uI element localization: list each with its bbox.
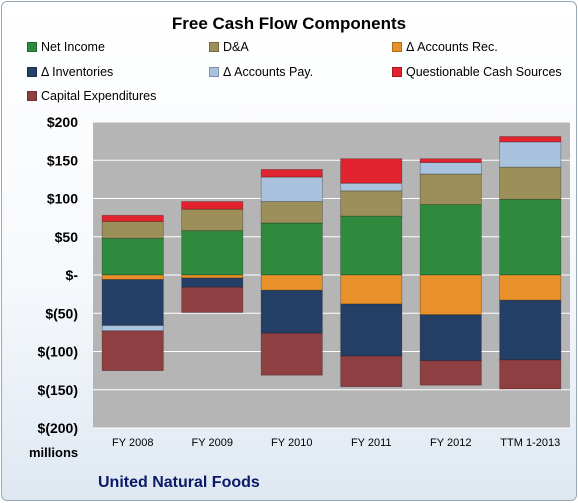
legend-label: Net Income <box>41 40 105 54</box>
y-tick-label: $100 <box>47 191 78 207</box>
bar-segment <box>340 158 403 184</box>
bar-segment <box>101 274 164 280</box>
y-tick-label: $50 <box>55 229 79 245</box>
legend-item-questionable-cash: Questionable Cash Sources <box>392 65 562 79</box>
bar-segment <box>499 359 562 390</box>
bar-segment <box>499 299 562 361</box>
bar-segment <box>181 208 244 232</box>
bar-segment <box>181 274 244 279</box>
bar-segment <box>340 355 403 388</box>
x-tick-label: FY 2008 <box>112 437 153 449</box>
legend-swatch <box>27 67 37 77</box>
x-tick-label: FY 2010 <box>271 437 312 449</box>
y-tick-label: $(150) <box>38 382 78 398</box>
y-tick-label: $(100) <box>38 344 78 360</box>
legend-label: Questionable Cash Sources <box>406 65 562 79</box>
bar-segment <box>260 201 323 224</box>
y-tick-label: $(200) <box>38 420 78 436</box>
bar-segment <box>499 166 562 200</box>
legend-label: Δ Inventories <box>41 65 114 79</box>
bar-segment <box>419 360 482 386</box>
bar-segment <box>499 198 562 276</box>
bar-segment <box>181 230 244 276</box>
legend-label: D&A <box>223 40 249 54</box>
y-tick-label: $200 <box>47 114 78 130</box>
y-tick-label: $150 <box>47 152 78 168</box>
legend-swatch <box>392 67 402 77</box>
bar-segment <box>499 141 562 168</box>
x-tick-label: FY 2012 <box>430 437 471 449</box>
legend-item-capex: Capital Expenditures <box>27 89 156 103</box>
bar-segment <box>101 325 164 332</box>
legend-swatch <box>27 91 37 101</box>
bar-segment <box>101 279 164 326</box>
x-tick-label: FY 2009 <box>192 437 233 449</box>
bar-segment <box>419 204 482 276</box>
y-tick-label: $- <box>66 267 79 283</box>
legend-item-accounts-pay: Δ Accounts Pay. <box>209 65 313 79</box>
legend-label: Capital Expenditures <box>41 89 157 103</box>
legend-swatch <box>209 42 219 52</box>
legend-swatch <box>27 42 37 52</box>
bar-segment <box>260 289 323 334</box>
bar-segment <box>260 176 323 202</box>
bar-segment <box>419 162 482 175</box>
bar-segment <box>260 169 323 178</box>
bar-segment <box>101 237 164 276</box>
bar-segment <box>101 214 164 222</box>
units-label: millions <box>29 445 79 460</box>
bar-segment <box>101 221 164 239</box>
bar-segment <box>101 330 164 372</box>
company-name: United Natural Foods <box>98 474 260 491</box>
bar-segment <box>340 215 403 276</box>
bar-segment <box>340 303 403 357</box>
bar-segment <box>499 136 562 143</box>
bar-segment <box>419 314 482 362</box>
legend-item-da: D&A <box>209 40 249 54</box>
bar-segment <box>340 182 403 192</box>
bar-segment <box>499 274 562 301</box>
bar-segment <box>260 332 323 376</box>
bar-segment <box>181 201 244 210</box>
bar-segment <box>419 173 482 206</box>
y-tick-label: $(50) <box>45 305 78 321</box>
bar-segment <box>181 277 244 288</box>
bar-segment <box>260 222 323 276</box>
legend-label: Δ Accounts Rec. <box>406 40 498 54</box>
bar-segment <box>419 274 482 316</box>
legend-item-inventories: Δ Inventories <box>27 65 113 79</box>
legend-label: Δ Accounts Pay. <box>223 65 314 79</box>
x-tick-label: FY 2011 <box>351 437 392 449</box>
x-tick-label: TTM 1-2013 <box>500 437 560 449</box>
bar-segment <box>340 190 403 217</box>
legend-swatch <box>392 42 402 52</box>
bar-segment <box>260 274 323 291</box>
bar-segment <box>181 286 244 313</box>
legend-item-accounts-rec: Δ Accounts Rec. <box>392 40 498 54</box>
bar-segment <box>419 158 482 163</box>
chart-title: Free Cash Flow Components <box>171 14 407 33</box>
bar-segment <box>340 274 403 305</box>
legend-swatch <box>209 67 219 77</box>
legend-item-net-income: Net Income <box>27 40 105 54</box>
